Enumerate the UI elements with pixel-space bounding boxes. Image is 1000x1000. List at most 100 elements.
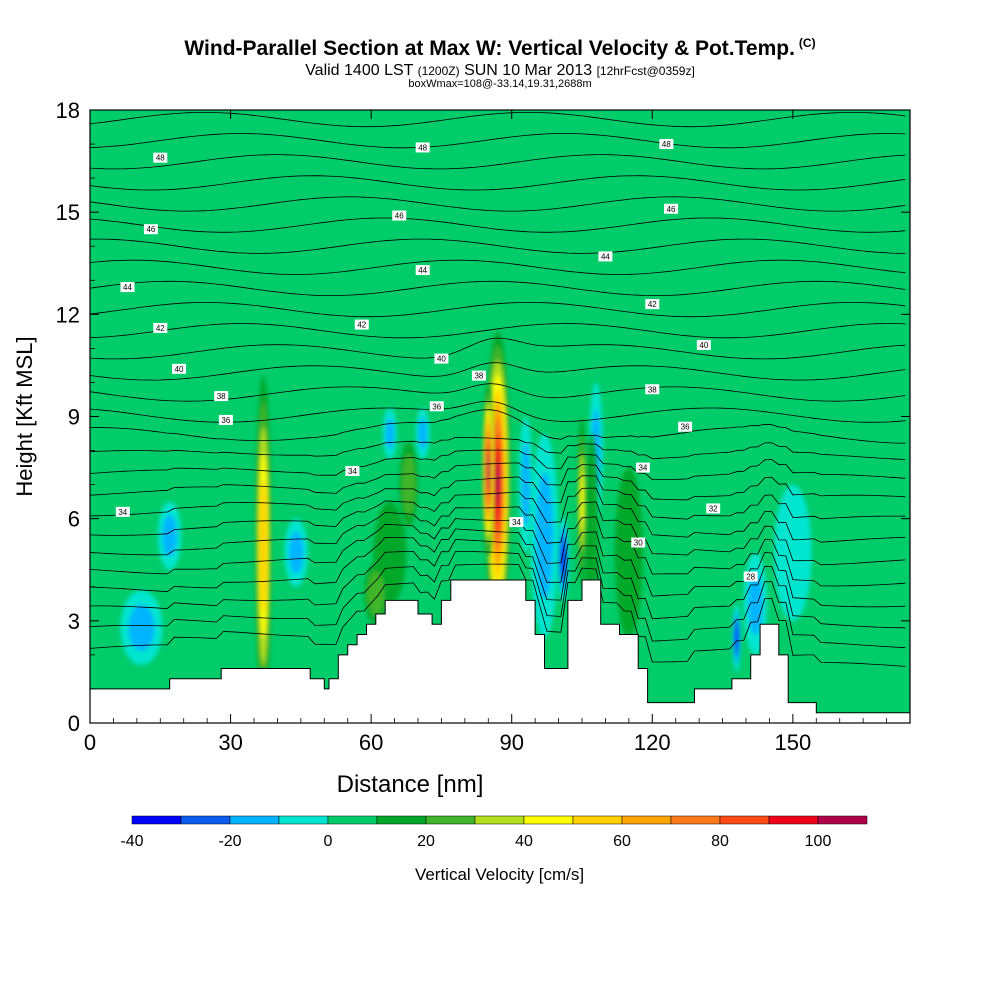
isentrope-line — [90, 462, 906, 501]
colorbar-swatch — [719, 815, 770, 825]
chart-subtitle: Valid 1400 LST (1200Z) SUN 10 Mar 2013 [… — [0, 62, 1000, 80]
w-band — [535, 472, 554, 599]
colorbar-tick-label: 20 — [417, 833, 435, 850]
w-band — [748, 572, 763, 636]
w-cell — [525, 110, 592, 281]
colorbar-tick-label: 0 — [324, 833, 333, 850]
theta-label-bg — [214, 391, 229, 402]
x-tick-label: 60 — [359, 730, 383, 755]
theta-label: 38 — [474, 372, 483, 381]
y-tick-label: 18 — [56, 98, 80, 123]
y-tick-label: 9 — [68, 405, 80, 430]
theta-label: 36 — [681, 423, 690, 432]
forecast-info: [12hrFcst@0359z] — [596, 64, 695, 78]
colorbar-tick-label: 100 — [805, 833, 832, 850]
theta-label-bg — [354, 319, 369, 330]
w-band — [486, 459, 490, 483]
w-cell — [284, 518, 308, 587]
theta-label: 44 — [123, 283, 132, 292]
w-cell — [835, 144, 901, 417]
colorbar-swatch — [572, 815, 623, 825]
w-band — [774, 484, 812, 621]
x-axis-label: Distance [nm] — [337, 771, 484, 798]
chart-title: Wind-Parallel Section at Max W: Vertical… — [0, 36, 1000, 61]
colorbar-swatch — [523, 815, 574, 825]
theta-label-bg — [471, 370, 486, 381]
colorbar: -40 -20 0 20 40 60 80 100 Vertical Velocity [cm/… — [120, 815, 868, 884]
theta-label: 34 — [118, 508, 127, 517]
theta-label: 40 — [175, 365, 184, 374]
theta-label-bg — [392, 210, 407, 221]
theta-label: 38 — [648, 385, 657, 394]
isentrope-line — [90, 196, 906, 212]
w-cell — [364, 562, 388, 625]
isentropes — [90, 112, 906, 667]
w-band — [413, 110, 470, 332]
isentrope-line — [90, 528, 906, 608]
colorbar-swatch — [131, 815, 182, 825]
isentrope-line — [90, 259, 906, 275]
theta-label: 42 — [648, 300, 657, 309]
valid-utc: (1200Z) — [417, 64, 460, 78]
theta-label: 40 — [437, 355, 446, 364]
theta-label: 46 — [667, 205, 676, 214]
theta-label: 34 — [348, 467, 357, 476]
colorbar-tick-label: -20 — [218, 833, 241, 850]
copyright-mark: (C) — [798, 36, 816, 50]
w-band — [404, 465, 413, 504]
isentrope-line — [90, 449, 906, 480]
w-cell — [255, 375, 272, 717]
y-axis-label: Height [Kft MSL] — [12, 336, 37, 496]
isentrope-line — [90, 551, 906, 649]
y-tick-label: 6 — [68, 507, 80, 532]
x-tick-label: 150 — [774, 730, 811, 755]
theta-label-bg — [645, 384, 660, 395]
terrain — [90, 579, 910, 723]
colorbar-tick-label: 80 — [711, 833, 729, 850]
colorbar-tick-label: 40 — [515, 833, 533, 850]
valid-prefix: Valid 1400 LST — [305, 62, 414, 79]
w-band — [495, 461, 500, 508]
isentrope-line — [90, 539, 906, 629]
y-tick-label: 12 — [56, 302, 80, 327]
theta-label: 38 — [217, 392, 226, 401]
theta-label-bg — [706, 503, 721, 514]
theta-label: 44 — [601, 252, 610, 261]
isentrope-line — [90, 362, 906, 381]
x-tick-label: 90 — [499, 730, 523, 755]
colorbar-swatch — [278, 815, 329, 825]
theta-label: 34 — [512, 518, 521, 527]
theta-label-bg — [664, 203, 679, 214]
colorbar-swatch — [670, 815, 721, 825]
valid-date: SUN 10 Mar 2013 — [464, 62, 593, 79]
w-band — [580, 472, 584, 532]
chart-title-text: Wind-Parallel Section at Max W: Vertical… — [184, 37, 795, 60]
theta-label-bg — [153, 152, 168, 163]
colorbar-tick-label: -40 — [120, 833, 143, 850]
colorbar-tick-label: 60 — [613, 833, 631, 850]
y-tick-label: 15 — [56, 200, 80, 225]
w-band — [521, 442, 531, 527]
w-band — [587, 472, 596, 599]
theta-label: 46 — [395, 212, 404, 221]
theta-label: 32 — [709, 504, 718, 513]
colorbar-swatch — [425, 815, 476, 825]
theta-label-bg — [645, 299, 660, 310]
colorbar-swatch — [180, 815, 231, 825]
w-cell — [225, 110, 283, 332]
isentrope-line — [90, 436, 906, 460]
theta-label-bg — [743, 571, 758, 582]
theta-label-bg — [153, 322, 168, 333]
x-tick-label: 0 — [84, 730, 96, 755]
colorbar-swatch — [817, 815, 868, 825]
theta-label: 30 — [634, 539, 643, 548]
isentrope-line — [90, 112, 906, 128]
w-band — [561, 544, 566, 575]
theta-label-bg — [696, 339, 711, 350]
w-band — [620, 500, 638, 606]
w-cell — [482, 385, 495, 557]
isentrope-line — [90, 487, 906, 543]
isentrope-line — [90, 217, 906, 233]
theta-label: 48 — [662, 140, 671, 149]
